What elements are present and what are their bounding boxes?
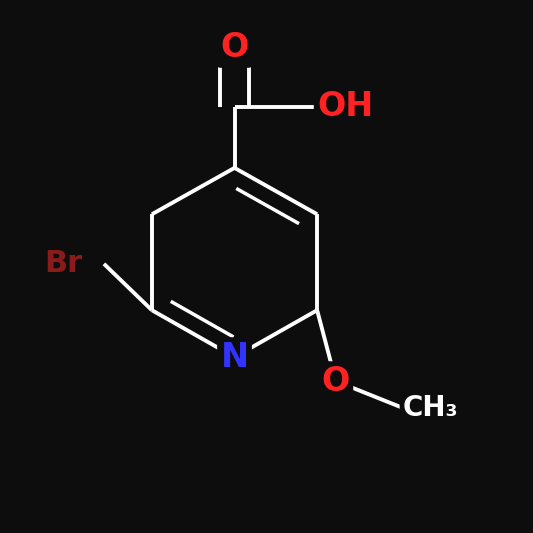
Text: CH₃: CH₃ [402, 394, 458, 422]
Text: OH: OH [317, 90, 374, 123]
Text: O: O [220, 31, 249, 64]
Text: Br: Br [44, 249, 83, 278]
Text: N: N [221, 341, 248, 374]
Text: O: O [321, 365, 350, 398]
